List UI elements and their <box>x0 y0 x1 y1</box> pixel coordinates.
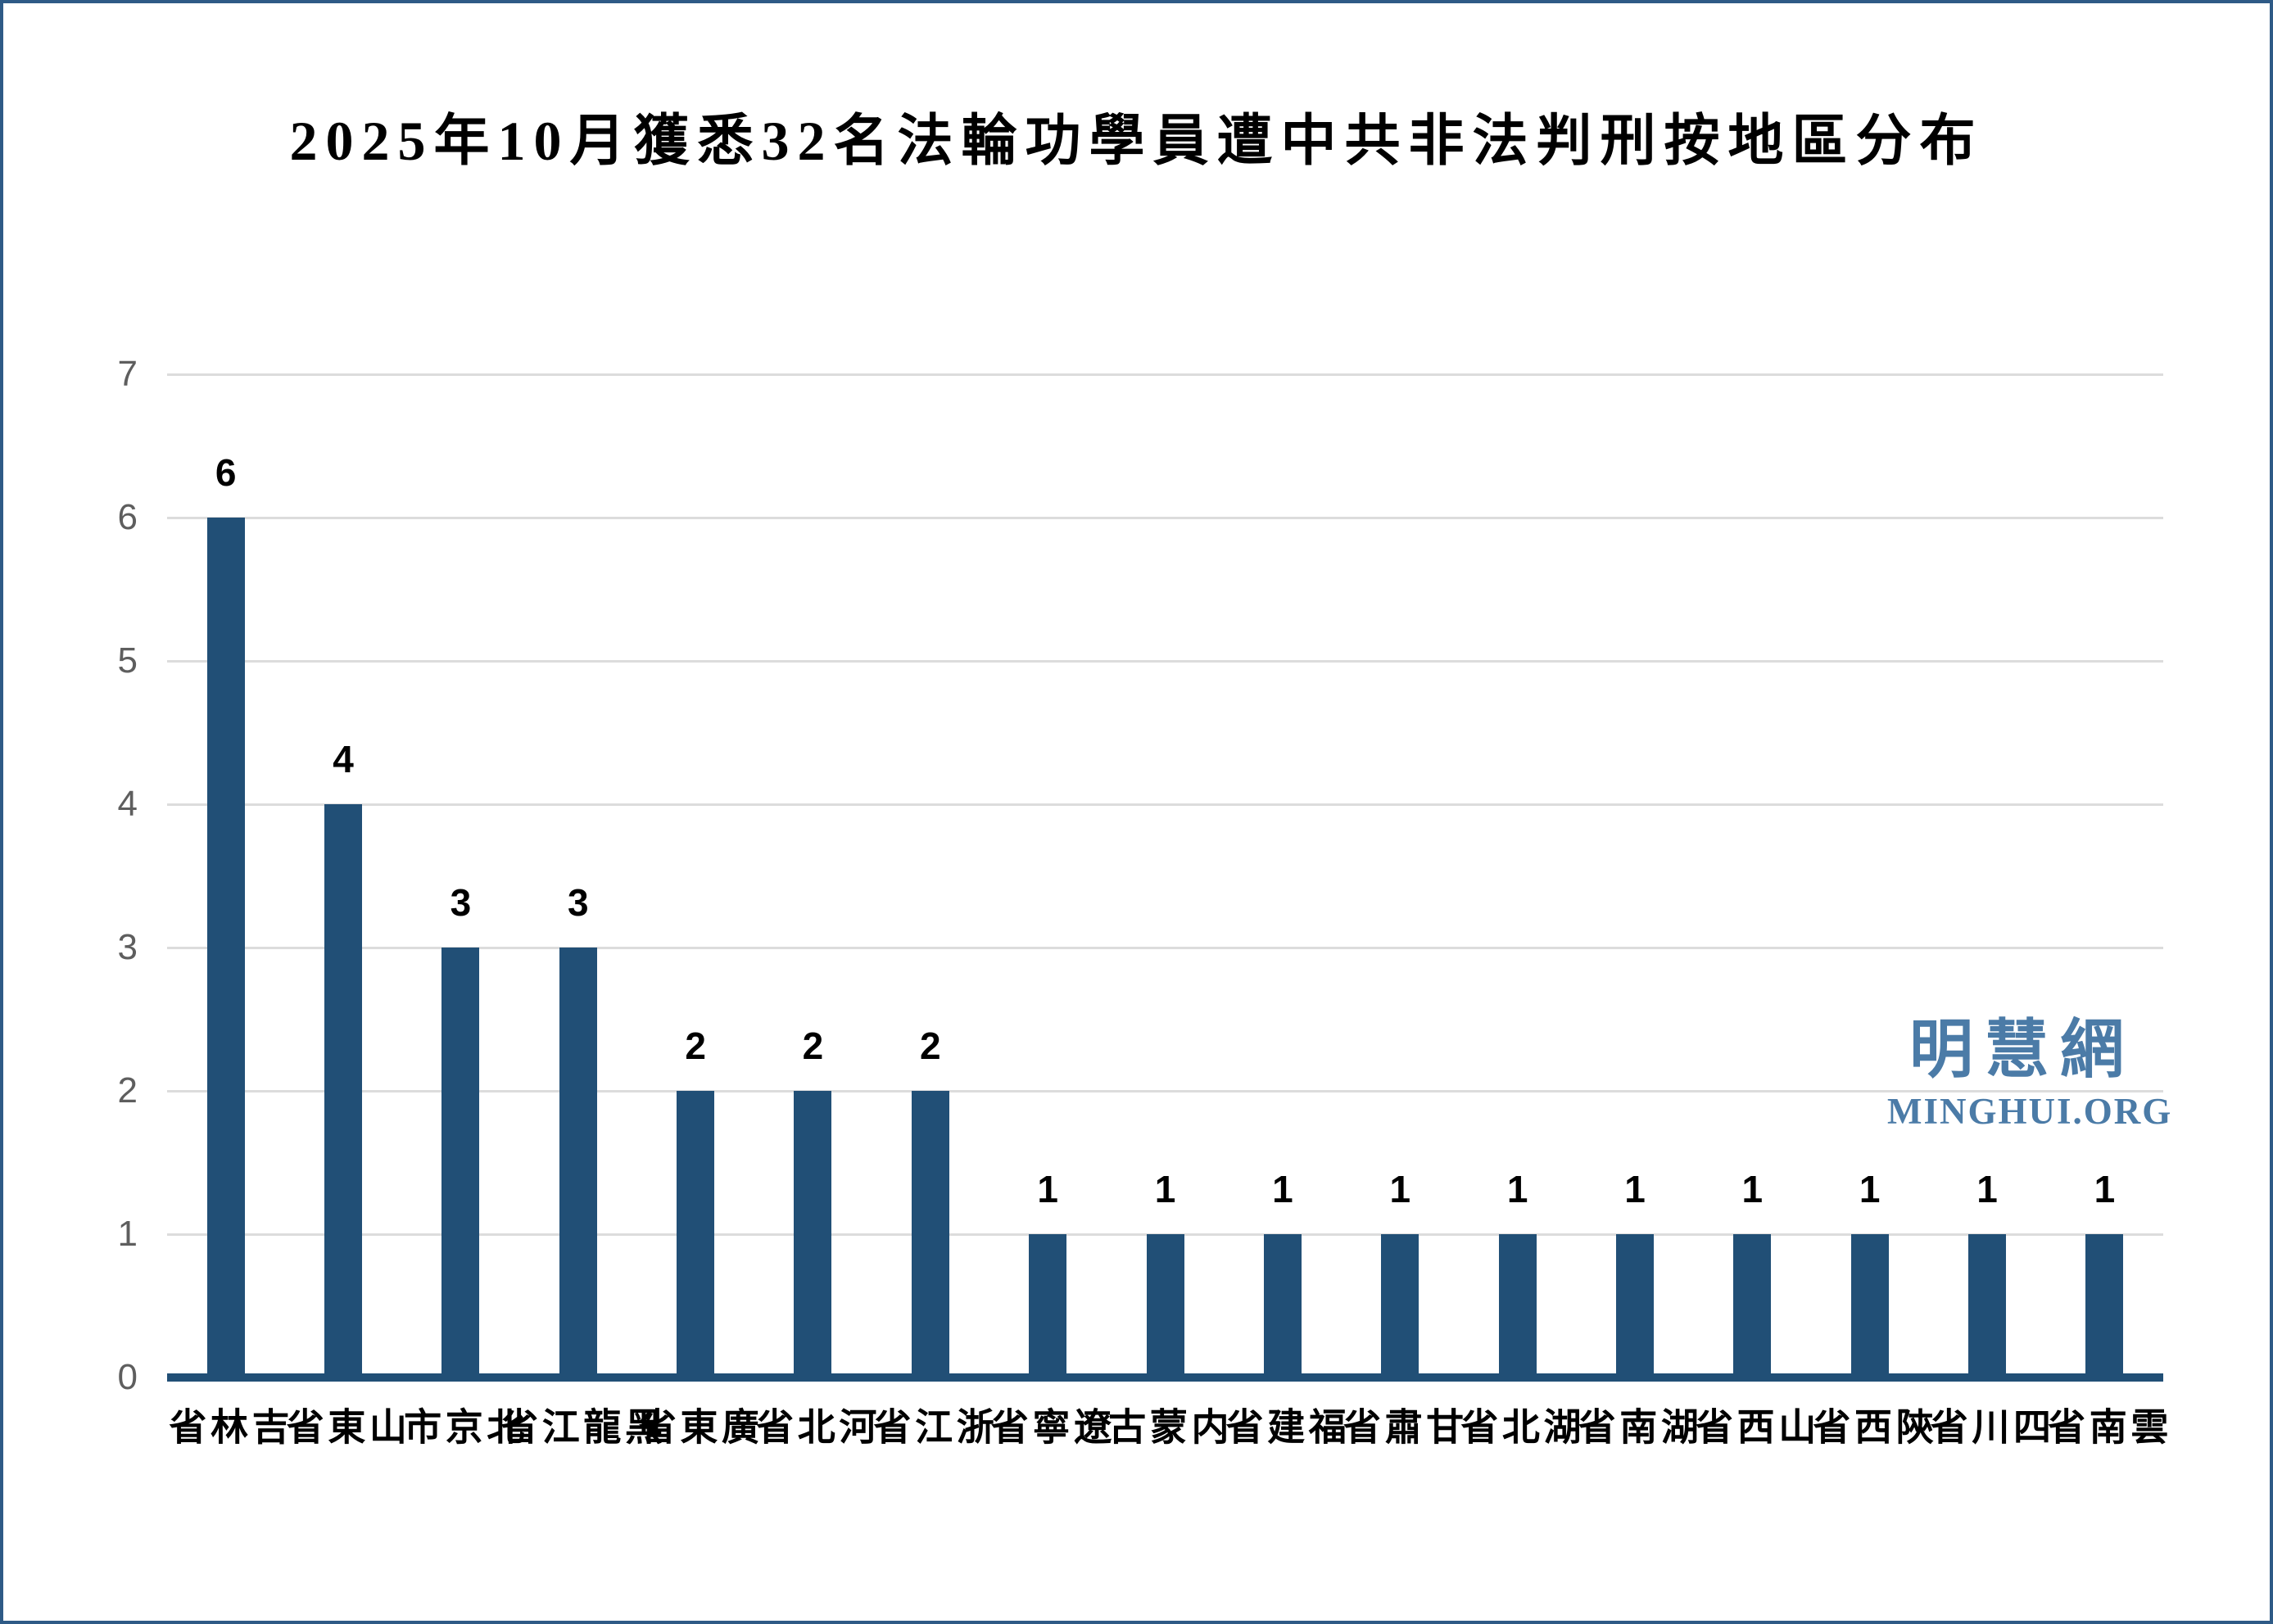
y-axis-tick-label: 3 <box>117 927 138 967</box>
bar-value-label: 1 <box>2094 1168 2116 1210</box>
y-axis-tick-label: 1 <box>117 1214 138 1254</box>
bar-column: 1 雲南省 <box>2043 374 2167 1453</box>
bar-column: 1 内蒙古 <box>1103 374 1228 1453</box>
category-label: 黑龍江省 <box>496 1407 662 1453</box>
bar <box>324 804 363 1377</box>
y-axis-tick-label: 2 <box>117 1070 138 1111</box>
bars-layer: 6 吉林省 4 山東省 3 北京市 3 黑龍江省 2 廣東省 2 河北省 2 浙江省 1 遼寧省 1 内蒙古 1 福建… <box>164 374 2167 1453</box>
category-label: 山西省 <box>1691 1407 1816 1453</box>
bar-value-label: 2 <box>920 1025 941 1067</box>
bar <box>1029 1234 1067 1377</box>
gridline <box>167 803 2163 806</box>
gridline <box>167 946 2163 949</box>
bar-column: 1 湖南省 <box>1573 374 1698 1453</box>
category-label: 遼寧省 <box>985 1407 1112 1453</box>
watermark: 明慧網 MINGHUI.ORG <box>1887 1014 2173 1132</box>
category-label: 四川省 <box>1925 1407 2050 1453</box>
plot-area: 0 1 2 3 4 5 6 7 6 吉林省 4 山東省 3 北京市 3 黑龍江省 2 廣東省 2 河北省 2 浙江省 1 遼… <box>118 356 2168 1454</box>
bar-column: 4 山東省 <box>282 374 406 1453</box>
gridline <box>167 1089 2163 1092</box>
bar-column: 1 陝西省 <box>1808 374 1932 1453</box>
bar-value-label: 3 <box>450 881 472 924</box>
category-label: 浙江省 <box>868 1407 994 1453</box>
bar-column: 1 四川省 <box>1926 374 2050 1453</box>
bar <box>677 1091 715 1377</box>
bar-column: 1 甘肅省 <box>1338 374 1463 1453</box>
bar-value-label: 1 <box>1976 1168 1998 1210</box>
bar <box>1850 1234 1889 1377</box>
category-label: 湖南省 <box>1573 1407 1698 1453</box>
bar <box>559 948 597 1377</box>
bar <box>441 948 480 1377</box>
bar-column: 1 山西省 <box>1691 374 1815 1453</box>
bar-column: 1 遼寧省 <box>986 374 1111 1453</box>
bar-column: 3 黑龍江省 <box>496 374 662 1453</box>
bar-value-label: 1 <box>1154 1168 1176 1210</box>
bar-value-label: 1 <box>1624 1168 1646 1210</box>
bar-value-label: 2 <box>802 1025 824 1067</box>
bar <box>2085 1234 2124 1377</box>
y-axis-tick-label: 7 <box>117 354 138 394</box>
bar <box>1263 1234 1302 1377</box>
category-label: 内蒙古 <box>1103 1407 1229 1453</box>
bar-value-label: 2 <box>685 1025 706 1067</box>
category-label: 陝西省 <box>1808 1407 1933 1453</box>
bar-column: 2 河北省 <box>751 374 876 1453</box>
category-label: 河北省 <box>751 1407 876 1453</box>
chart-title: 2025年10月獲悉32名法輪功學員遭中共非法判刑按地區分布 <box>289 110 1984 172</box>
bar-column: 1 福建省 <box>1221 374 1346 1453</box>
bar-value-label: 1 <box>1506 1168 1528 1210</box>
y-axis-tick-label: 4 <box>117 784 138 824</box>
bar-value-label: 1 <box>1272 1168 1293 1210</box>
bar <box>1733 1234 1772 1377</box>
bar <box>1968 1234 2007 1377</box>
category-label: 湖北省 <box>1456 1407 1581 1453</box>
bar-value-label: 1 <box>1037 1168 1058 1210</box>
bar-column: 6 吉林省 <box>164 374 288 1453</box>
bar <box>1615 1234 1654 1377</box>
bar-value-label: 6 <box>215 451 237 494</box>
category-label: 甘肅省 <box>1338 1407 1464 1453</box>
bar-value-label: 1 <box>1859 1168 1881 1210</box>
gridline <box>167 516 2163 519</box>
category-label: 北京市 <box>399 1407 524 1453</box>
watermark-cjk-text: 明慧網 <box>1909 1014 2135 1085</box>
bar-column: 2 廣東省 <box>634 374 758 1453</box>
gridline <box>167 659 2163 663</box>
y-axis-tick-label: 0 <box>117 1357 138 1397</box>
watermark-latin-text: MINGHUI.ORG <box>1887 1091 2173 1132</box>
x-axis-baseline <box>167 1373 2163 1382</box>
bar-value-label: 1 <box>1741 1168 1764 1210</box>
y-axis-tick-label: 5 <box>117 640 138 681</box>
bar <box>206 518 245 1377</box>
bar-value-label: 3 <box>567 881 589 924</box>
category-label: 廣東省 <box>633 1407 758 1453</box>
bar <box>911 1091 949 1377</box>
bar-value-label: 4 <box>333 738 354 780</box>
gridline <box>167 373 2163 376</box>
category-label: 山東省 <box>281 1407 406 1453</box>
category-label: 雲南省 <box>2043 1407 2168 1453</box>
bar <box>794 1091 832 1377</box>
category-label: 吉林省 <box>164 1407 289 1453</box>
bar <box>1381 1234 1419 1377</box>
bar-column: 2 浙江省 <box>869 374 994 1453</box>
y-axis-tick-label: 6 <box>117 497 138 537</box>
bar-column: 1 湖北省 <box>1456 374 1580 1453</box>
bar-value-label: 1 <box>1389 1168 1411 1210</box>
bar <box>1146 1234 1184 1377</box>
bar <box>1498 1234 1537 1377</box>
bar-column: 3 北京市 <box>399 374 523 1453</box>
category-label: 福建省 <box>1220 1407 1346 1453</box>
